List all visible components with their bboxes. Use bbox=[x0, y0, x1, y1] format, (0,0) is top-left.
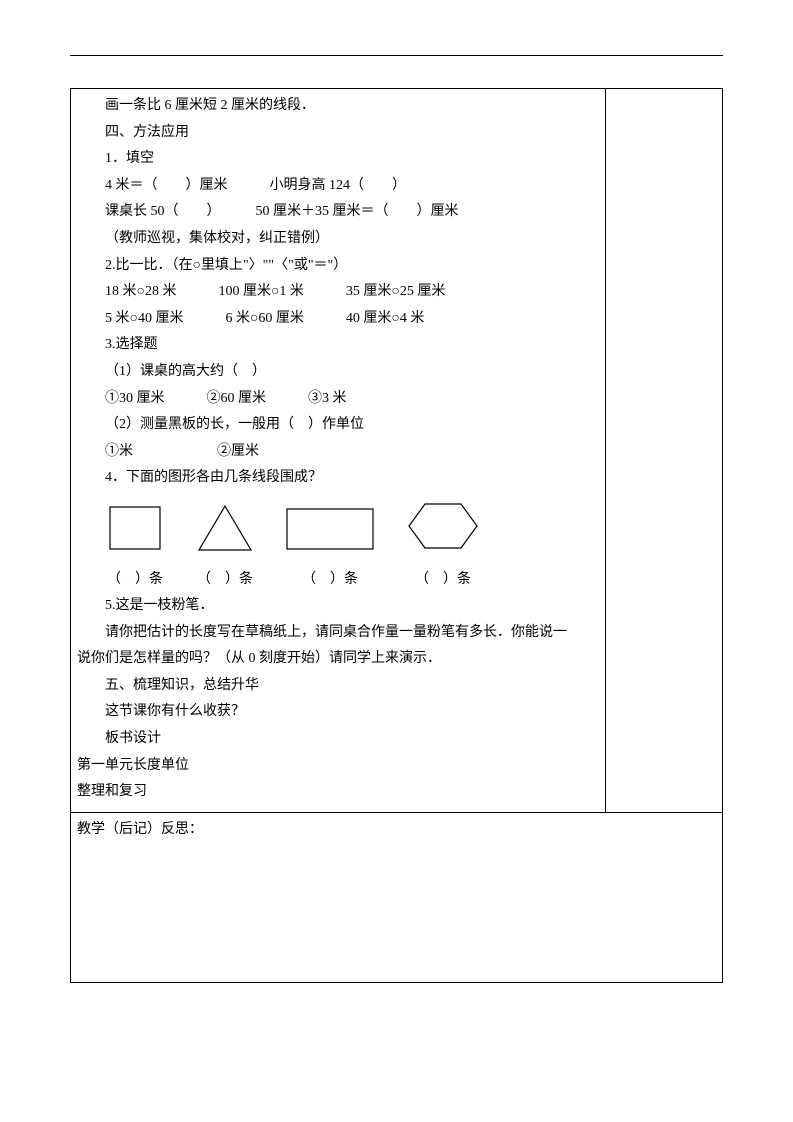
triangle-icon bbox=[195, 502, 255, 552]
shape-label: （ ）条 bbox=[105, 567, 165, 594]
text-line: 18 米○28 米 100 厘米○1 米 35 厘米○25 厘米 bbox=[77, 279, 599, 306]
board-design-heading: 板书设计 bbox=[77, 726, 599, 753]
shape-square bbox=[105, 502, 165, 563]
shape-hexagon bbox=[405, 500, 481, 563]
text-line: 4 米＝（ ）厘米 小明身高 124（ ） bbox=[77, 173, 599, 200]
main-content-cell: 画一条比 6 厘米短 2 厘米的线段． 四、方法应用 1．填空 4 米＝（ ）厘… bbox=[71, 89, 606, 813]
page: 画一条比 6 厘米短 2 厘米的线段． 四、方法应用 1．填空 4 米＝（ ）厘… bbox=[0, 0, 793, 1023]
rectangle-icon bbox=[285, 502, 375, 552]
shape-triangle bbox=[195, 502, 255, 563]
shape-label: （ ）条 bbox=[285, 567, 375, 594]
section-heading: 四、方法应用 bbox=[77, 120, 599, 147]
header-rule bbox=[70, 55, 723, 56]
worksheet-table: 画一条比 6 厘米短 2 厘米的线段． 四、方法应用 1．填空 4 米＝（ ）厘… bbox=[70, 88, 723, 983]
shape-rectangle bbox=[285, 502, 375, 563]
text-line: 课桌长 50（ ） 50 厘米＋35 厘米＝（ ）厘米 bbox=[77, 199, 599, 226]
text-line: 整理和复习 bbox=[77, 779, 599, 806]
text-line: 第一单元长度单位 bbox=[77, 753, 599, 780]
text-line: （2）测量黑板的长，一般用（ ）作单位 bbox=[77, 412, 599, 439]
text-line: 画一条比 6 厘米短 2 厘米的线段． bbox=[77, 93, 599, 120]
side-cell bbox=[605, 89, 722, 813]
question-heading: 2.比一比．（在○里填上"〉""〈"或"＝"） bbox=[77, 253, 599, 280]
shape-label: （ ）条 bbox=[405, 567, 481, 594]
text-line: 这节课你有什么收获？ bbox=[77, 699, 599, 726]
teacher-note: （教师巡视，集体校对，纠正错例） bbox=[77, 226, 599, 253]
question-heading: 1．填空 bbox=[77, 146, 599, 173]
shapes-row bbox=[105, 500, 599, 563]
reflection-heading: 教学（后记）反思： bbox=[77, 817, 716, 844]
text-line: 5 米○40 厘米 6 米○60 厘米 40 厘米○4 米 bbox=[77, 306, 599, 333]
question-heading: 4．下面的图形各由几条线段围成？ bbox=[77, 465, 599, 492]
question-heading: 3.选择题 bbox=[77, 332, 599, 359]
shape-labels-row: （ ）条 （ ）条 （ ）条 （ ）条 bbox=[105, 567, 599, 594]
question-heading: 5.这是一枝粉笔． bbox=[77, 593, 599, 620]
text-line: （1）课桌的高大约（ ） bbox=[77, 359, 599, 386]
text-line: 请你把估计的长度写在草稿纸上，请同桌合作量一量粉笔有多长．你能说一 bbox=[77, 620, 599, 647]
text-line: ①30 厘米 ②60 厘米 ③3 米 bbox=[77, 386, 599, 413]
reflection-cell: 教学（后记）反思： bbox=[71, 812, 723, 982]
text-line: 说你们是怎样量的吗？（从 0 刻度开始）请同学上来演示． bbox=[77, 646, 599, 673]
section-heading: 五、梳理知识，总结升华 bbox=[77, 673, 599, 700]
content-block: 画一条比 6 厘米短 2 厘米的线段． 四、方法应用 1．填空 4 米＝（ ）厘… bbox=[77, 93, 599, 806]
square-icon bbox=[105, 502, 165, 552]
shape-label: （ ）条 bbox=[195, 567, 255, 594]
hexagon-icon bbox=[405, 500, 481, 552]
text-line: ①米 ②厘米 bbox=[77, 439, 599, 466]
